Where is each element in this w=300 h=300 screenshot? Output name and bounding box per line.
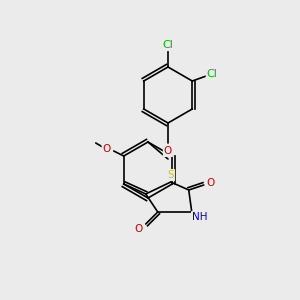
Text: O: O	[207, 178, 215, 188]
Text: Cl: Cl	[163, 40, 173, 50]
Text: S: S	[167, 170, 174, 180]
Text: O: O	[103, 144, 111, 154]
Text: O: O	[135, 224, 143, 234]
Text: O: O	[164, 146, 172, 156]
Text: NH: NH	[192, 212, 208, 222]
Text: Cl: Cl	[207, 69, 218, 79]
